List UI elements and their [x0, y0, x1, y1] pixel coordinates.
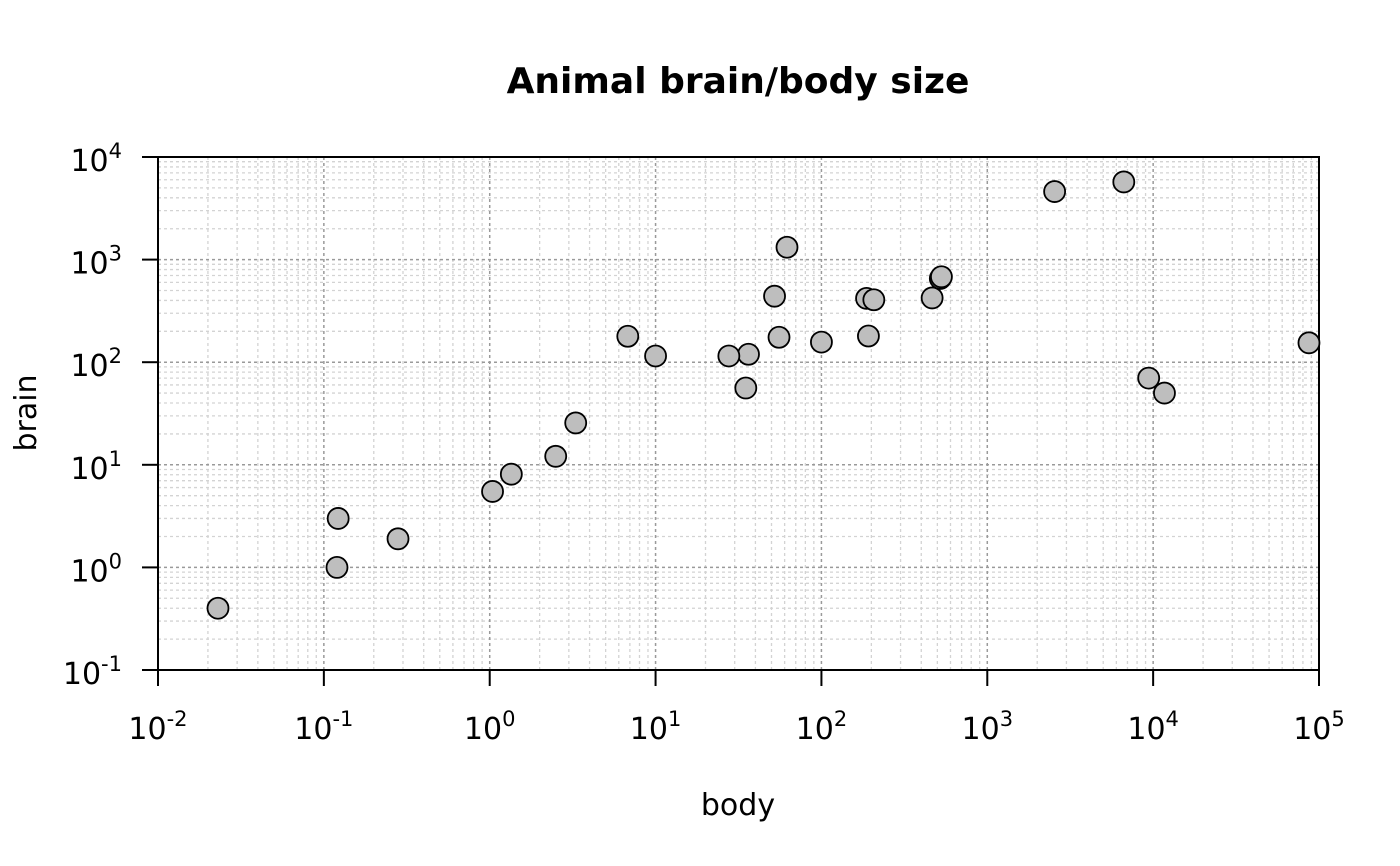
- data-point: [325, 556, 349, 579]
- x-tick-label: 103: [962, 707, 1014, 747]
- data-point: [930, 265, 953, 289]
- data-point: [717, 344, 741, 368]
- y-tick-label: 100: [70, 549, 122, 589]
- grid-lines: [157, 156, 1320, 671]
- data-point: [737, 342, 760, 366]
- plot-frame: [157, 156, 1320, 671]
- x-tick-label: 10-2: [128, 707, 187, 747]
- y-tick-label: 104: [70, 139, 122, 179]
- y-tick-label: 101: [70, 447, 122, 487]
- data-point: [1043, 180, 1067, 203]
- data-point: [644, 344, 667, 368]
- x-tick-label: 104: [1127, 707, 1179, 747]
- y-tick-label: 102: [70, 344, 122, 384]
- y-axis: 10-1 100 101 102 103 104: [63, 139, 158, 692]
- x-axis-label: body: [701, 788, 775, 823]
- x-tick-label: 10-1: [294, 707, 353, 747]
- data-point: [767, 325, 791, 349]
- data-point: [206, 596, 230, 620]
- x-tick-label: 105: [1293, 707, 1345, 747]
- data-point: [734, 376, 758, 400]
- data-point: [616, 324, 640, 348]
- data-point: [1112, 170, 1136, 194]
- data-points: [206, 170, 1321, 620]
- data-point: [544, 444, 568, 468]
- data-point: [775, 235, 799, 259]
- x-tick-label: 100: [464, 707, 516, 747]
- data-point: [1297, 331, 1321, 355]
- data-point: [862, 288, 886, 312]
- data-point: [1153, 381, 1176, 405]
- data-point: [920, 286, 944, 310]
- x-axis: 10-2 10-1 100 101 102 103 104 105: [128, 670, 1345, 747]
- x-tick-label: 101: [630, 707, 682, 747]
- y-tick-label: 103: [70, 242, 122, 282]
- data-point: [499, 462, 523, 486]
- data-point: [481, 480, 504, 503]
- data-point: [810, 330, 833, 354]
- data-point: [763, 284, 786, 308]
- x-tick-label: 102: [796, 707, 848, 747]
- chart-title: Animal brain/body size: [507, 61, 970, 102]
- data-point: [326, 507, 350, 530]
- data-point: [857, 324, 880, 348]
- data-point: [564, 411, 588, 435]
- y-axis-label: brain: [9, 374, 44, 451]
- data-point: [386, 527, 410, 551]
- data-point: [1137, 366, 1161, 390]
- y-tick-label: 10-1: [63, 652, 122, 692]
